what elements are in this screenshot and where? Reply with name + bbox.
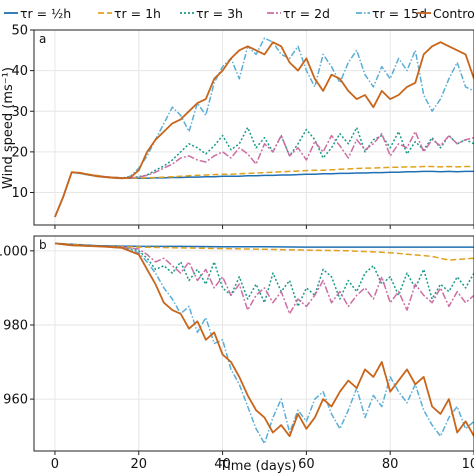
panel-a-grid [34,29,474,225]
legend-label: τr = 3h [196,6,243,21]
series-line--r-2d [54,130,474,218]
x-tick-label: 40 [214,457,231,472]
y-tick-label: 40 [11,64,28,79]
series-line--r-2d [54,242,474,315]
panel-b-label: b [39,238,47,252]
legend-label: τr = 1h [114,6,161,21]
panel-b-ticks: 960 980 1000 0 20 40 60 80 100 [0,244,474,472]
series-line--r-h [54,242,474,248]
series-line--r-1h [54,242,474,261]
panel-b: 960 980 1000 0 20 40 60 80 100 b Time (days) [0,235,474,474]
series-line--r-3h [54,242,474,308]
series-line-control [54,41,474,218]
series-line--r-15d [54,37,474,218]
x-tick-label: 0 [51,457,59,472]
panel-a-label: a [39,32,46,46]
panel-a-ylabel: Wind speed (ms⁻¹) [1,67,16,189]
panel-b-xlabel: Time (days) [219,459,297,474]
x-tick-label: 60 [298,457,315,472]
panel-b-grid [34,236,474,451]
y-tick-label: 960 [3,393,28,408]
panel-a-lines [54,37,474,218]
y-tick-label: 20 [11,145,28,160]
y-tick-label: 1000 [0,244,28,259]
panel-a-frame [33,29,474,226]
series-line-control [54,242,474,438]
series-line--r-15d [54,242,474,445]
y-tick-label: 50 [11,24,28,39]
legend-label: τr = 2d [283,6,330,21]
panel-b-lines [54,242,474,445]
legend-label: Control [433,6,474,21]
y-tick-label: 980 [3,318,28,333]
y-tick-label: 10 [11,186,28,201]
panel-b-frame [33,235,474,452]
legend: τr = ½h τr = 1h τr = 3h τr = 2d τr = 15d Cont… [4,6,474,21]
x-tick-label: 20 [130,457,147,472]
legend-label: τr = 15d [372,6,427,21]
y-tick-label: 30 [11,105,28,120]
panel-a: 10 20 30 40 50 a Wind speed (ms⁻¹) [1,24,474,229]
series-line--r-1h [54,165,474,218]
legend-label: τr = ½h [20,6,71,21]
panel-a-ticks: 10 20 30 40 50 [11,24,474,229]
x-tick-label: 80 [382,457,399,472]
x-tick-label: 100 [462,457,474,472]
